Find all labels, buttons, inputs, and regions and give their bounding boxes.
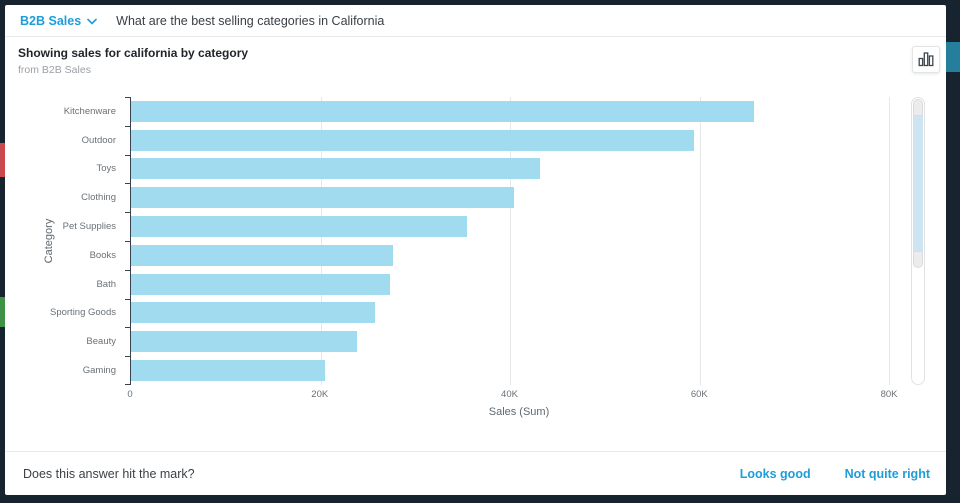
x-axis-tick-label: 40K <box>501 389 518 400</box>
gridline <box>510 97 512 385</box>
bar-row <box>131 270 908 299</box>
scrollbar-range[interactable] <box>913 116 923 251</box>
feedback-links: Looks good Not quite right <box>740 467 934 481</box>
category-label: Pet Supplies <box>62 221 116 233</box>
looks-good-link[interactable]: Looks good <box>739 466 811 481</box>
category-label: Toys <box>96 163 116 175</box>
y-axis-tick <box>125 327 131 329</box>
chart-scrollbar[interactable] <box>911 97 925 385</box>
right-edge-teal-accent <box>946 42 960 72</box>
category-label: Books <box>89 249 116 261</box>
category-label: Kitchenware <box>63 105 116 117</box>
y-axis-tick <box>125 212 131 214</box>
y-axis-tick <box>125 154 131 156</box>
category-axis-labels: Kitchenware Outdoor Toys Clothing Pet Suppli… <box>5 97 125 385</box>
bar-outdoor[interactable] <box>131 129 694 151</box>
x-axis-title: Sales (Sum) <box>488 406 550 418</box>
bar-row <box>131 126 908 155</box>
answer-header-text: Showing sales for california by category… <box>18 46 248 76</box>
bar-bath[interactable] <box>131 273 390 295</box>
gridline <box>320 97 322 385</box>
dataset-dropdown-label: B2B Sales <box>20 13 82 28</box>
answer-subtitle: from B2B Sales <box>18 64 91 76</box>
bar-chart <box>125 97 908 385</box>
bar-row <box>131 212 908 241</box>
bar-row <box>131 183 908 212</box>
y-axis-tick <box>125 183 131 185</box>
feedback-bar: Does this answer hit the mark? Looks goo… <box>5 451 946 495</box>
y-axis-tick <box>125 269 131 271</box>
answer-header: Showing sales for california by category… <box>5 37 946 76</box>
category-label: Beauty <box>86 336 116 348</box>
bar-pet-supplies[interactable] <box>131 216 468 238</box>
y-axis-tick <box>125 97 131 98</box>
y-axis-tick <box>125 298 131 300</box>
bar-row <box>131 356 908 385</box>
bar-kitchenware[interactable] <box>131 100 755 122</box>
x-axis-tick-label: 20K <box>311 389 329 400</box>
not-quite-right-link[interactable]: Not quite right <box>844 466 930 481</box>
x-axis-tick-label: 60K <box>690 389 708 400</box>
question-input[interactable]: What are the best selling categories in … <box>116 13 385 28</box>
left-edge-green-accent <box>0 297 5 327</box>
chart-type-button[interactable] <box>912 46 940 73</box>
feedback-prompt: Does this answer hit the mark? <box>23 466 195 481</box>
left-edge-red-accent <box>0 143 5 177</box>
chevron-down-icon <box>87 16 97 25</box>
gridline <box>699 97 701 385</box>
scrollbar-top-handle[interactable] <box>913 99 923 116</box>
bar-books[interactable] <box>131 244 394 266</box>
y-axis-tick <box>125 384 131 385</box>
y-axis-tick <box>125 125 131 127</box>
bar-row <box>131 97 908 126</box>
bar-beauty[interactable] <box>131 331 357 353</box>
bar-sporting-goods[interactable] <box>131 302 375 324</box>
x-axis-tick-label: 80K <box>880 389 898 400</box>
bar-toys[interactable] <box>131 158 541 180</box>
category-label: Gaming <box>82 365 116 377</box>
answer-card: Showing sales for california by category… <box>5 37 946 451</box>
scrollbar-bottom-handle[interactable] <box>913 250 923 268</box>
bar-row <box>131 327 908 356</box>
question-bar: B2B Sales What are the best selling cate… <box>5 5 946 37</box>
bar-chart-icon <box>918 52 934 67</box>
x-axis-ticks: 0 20K 40K 60K 80K <box>127 389 908 401</box>
bar-row <box>131 155 908 184</box>
bar-row <box>131 241 908 270</box>
dataset-dropdown[interactable]: B2B Sales <box>14 12 103 30</box>
category-label: Outdoor <box>81 134 116 146</box>
gridline <box>889 97 891 385</box>
y-axis-tick <box>125 241 131 242</box>
category-label: Bath <box>96 278 116 290</box>
bar-gaming[interactable] <box>131 360 326 382</box>
y-axis-tick <box>125 356 131 358</box>
x-axis-tick-label: 0 <box>127 389 133 400</box>
q-answer-panel: B2B Sales What are the best selling cate… <box>5 5 946 495</box>
category-label: Sporting Goods <box>49 307 116 319</box>
bar-row <box>131 299 908 328</box>
category-label: Clothing <box>81 192 116 204</box>
bar-clothing[interactable] <box>131 187 514 209</box>
answer-title: Showing sales for california by category <box>18 46 249 60</box>
